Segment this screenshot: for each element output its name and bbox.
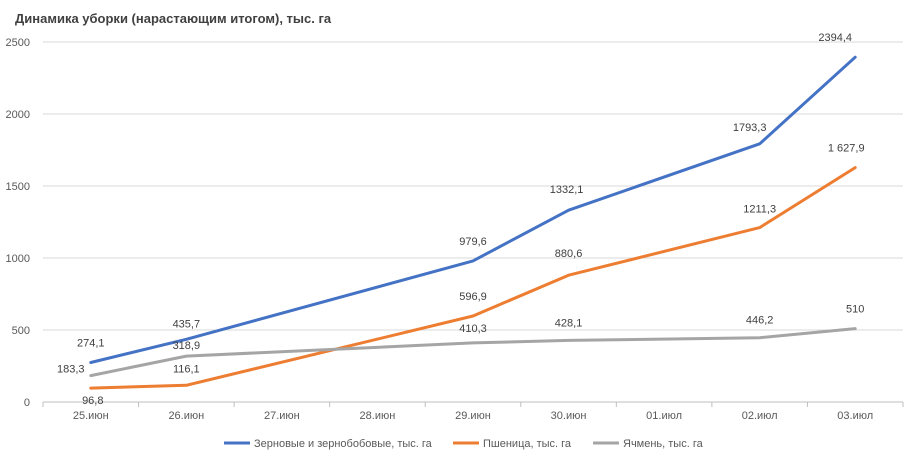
x-tick-label: 01.июл — [646, 410, 682, 422]
data-label: 596,9 — [459, 291, 487, 303]
data-label: 1793,3 — [733, 122, 767, 134]
data-label: 410,3 — [459, 323, 487, 335]
data-label: 510 — [846, 304, 864, 316]
y-tick-label: 1000 — [6, 253, 30, 265]
data-label: 435,7 — [173, 318, 201, 330]
y-axis: 0 500 1000 1500 2000 2500 — [6, 37, 30, 409]
y-tick-label: 500 — [12, 325, 30, 337]
x-tick-label: 27.июн — [264, 410, 300, 422]
series-line-1 — [89, 166, 857, 390]
data-label: 274,1 — [77, 338, 105, 350]
x-axis: 25.июн 26.июн 27.июн 28.июн 29.июн 30.июн 01.и… — [42, 402, 904, 422]
data-label: 2394,4 — [818, 32, 852, 44]
series-lines — [89, 55, 857, 390]
data-label: 318,9 — [173, 340, 201, 352]
data-label: 1 627,9 — [828, 143, 865, 155]
data-label: 116,1 — [173, 363, 200, 375]
gridlines — [43, 41, 903, 403]
legend-label: Ячмень, тыс. га — [623, 438, 704, 450]
data-labels: 274,1 435,7 979,6 1332,1 1793,3 2394,4 96,8 116… — [57, 32, 865, 407]
y-tick-label: 2500 — [6, 37, 30, 49]
legend-label: Зерновые и зернобобовые, тыс. га — [254, 438, 433, 450]
legend: Зерновые и зернобобовые, тыс. га Пшеница,… — [224, 438, 704, 450]
x-tick-label: 03.июл — [837, 410, 873, 422]
legend-label: Пшеница, тыс. га — [483, 438, 572, 450]
series-line-2 — [89, 327, 857, 378]
x-tick-label: 26.июн — [168, 410, 204, 422]
x-tick-label: 02.июл — [742, 410, 778, 422]
data-label: 183,3 — [57, 364, 85, 376]
data-label: 96,8 — [82, 395, 103, 407]
data-label: 880,6 — [555, 248, 583, 260]
y-tick-label: 0 — [24, 397, 30, 409]
chart-title: Динамика уборки (нарастающим итогом), ты… — [15, 11, 332, 26]
x-tick-label: 25.июн — [73, 410, 109, 422]
x-tick-label: 28.июн — [360, 410, 396, 422]
y-tick-label: 1500 — [6, 181, 30, 193]
data-label: 446,2 — [746, 315, 774, 327]
data-label: 1211,3 — [743, 204, 776, 216]
y-tick-label: 2000 — [6, 109, 30, 121]
data-label: 979,6 — [459, 236, 487, 248]
data-label: 1332,1 — [550, 184, 584, 196]
x-tick-label: 29.июн — [455, 410, 491, 422]
series-line-0 — [89, 55, 857, 364]
x-tick-label: 30.июн — [551, 410, 587, 422]
data-label: 428,1 — [555, 317, 583, 329]
